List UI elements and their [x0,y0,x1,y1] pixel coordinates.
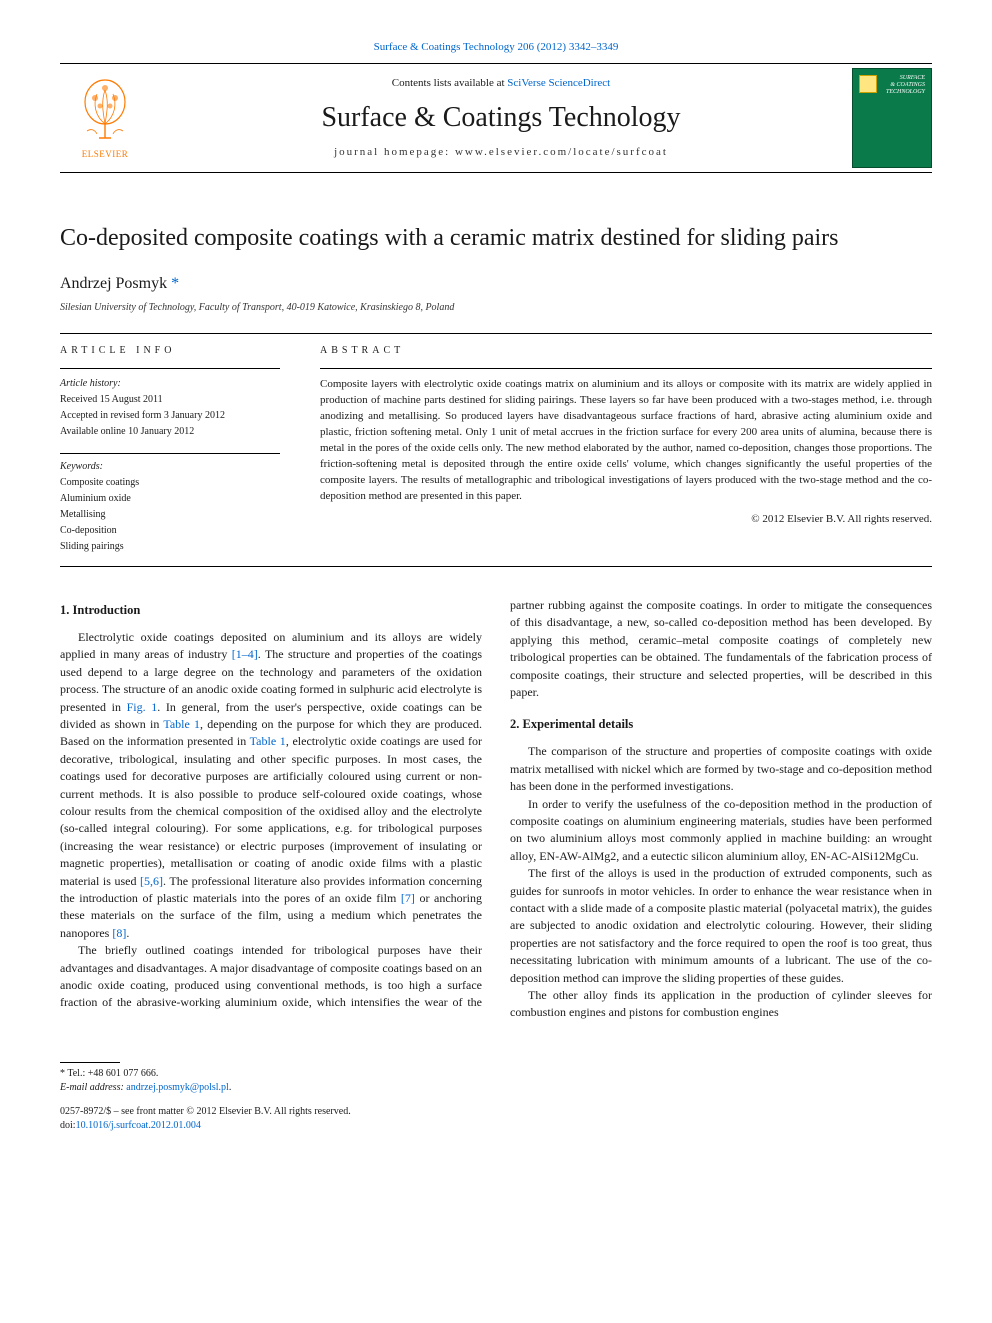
keyword: Sliding pairings [60,540,280,554]
page-root: Surface & Coatings Technology 206 (2012)… [0,0,992,1173]
figure-link[interactable]: Fig. 1 [127,700,158,714]
homepage-prefix: journal homepage: [334,146,455,158]
email-label: E-mail address: [60,1082,126,1093]
keyword: Metallising [60,508,280,522]
journal-cover-thumbnail: SURFACE & COATINGS TECHNOLOGY [852,68,932,168]
rule-bottom-meta [60,566,932,567]
corresponding-author-link[interactable]: * [171,275,179,292]
citation-link[interactable]: [1–4] [232,647,258,661]
article-info-column: ARTICLE INFO Article history: Received 1… [60,344,280,556]
abstract-column: ABSTRACT Composite layers with electroly… [320,344,932,556]
masthead: ELSEVIER Contents lists available at Sci… [60,63,932,173]
homepage-url: www.elsevier.com/locate/surfcoat [455,146,668,158]
abstract-text: Composite layers with electrolytic oxide… [320,377,932,505]
keywords-label: Keywords: [60,460,280,474]
keyword: Co-deposition [60,524,280,538]
homepage-line: journal homepage: www.elsevier.com/locat… [166,145,836,160]
email-footnote: E-mail address: andrzej.posmyk@polsl.pl. [60,1081,932,1095]
body-paragraph: The first of the alloys is used in the p… [510,865,932,987]
keyword: Aluminium oxide [60,492,280,506]
abstract-copyright: © 2012 Elsevier B.V. All rights reserved… [320,512,932,527]
author-line: Andrzej Posmyk * [60,273,932,295]
history-label: Article history: [60,377,280,391]
body-paragraph: Electrolytic oxide coatings deposited on… [60,629,482,942]
doi-link[interactable]: 10.1016/j.surfcoat.2012.01.004 [76,1120,201,1131]
journal-ref-link[interactable]: Surface & Coatings Technology 206 (2012)… [374,41,619,53]
contents-prefix: Contents lists available at [392,77,507,89]
contents-line: Contents lists available at SciVerse Sci… [166,76,836,91]
tel-label: Tel.: [65,1068,88,1079]
email-link[interactable]: andrzej.posmyk@polsl.pl [126,1082,229,1093]
table-link[interactable]: Table 1 [250,734,286,748]
section-1-heading: 1. Introduction [60,601,482,619]
front-matter-line: 0257-8972/$ – see front matter © 2012 El… [60,1105,932,1119]
rule-top [60,333,932,334]
tel-value: +48 601 077 666. [88,1068,159,1079]
citation-link[interactable]: [8] [112,926,126,940]
corresponding-author-footnote: * Tel.: +48 601 077 666. [60,1067,932,1081]
section-2-heading: 2. Experimental details [510,715,932,733]
history-online: Available online 10 January 2012 [60,425,280,439]
doi-line: doi:10.1016/j.surfcoat.2012.01.004 [60,1119,932,1133]
affiliation: Silesian University of Technology, Facul… [60,301,932,315]
cover-badge-icon [859,75,877,93]
cover-title: SURFACE & COATINGS TECHNOLOGY [886,75,925,95]
sciencedirect-link[interactable]: SciVerse ScienceDirect [507,77,610,89]
elsevier-tree-icon [75,76,135,146]
history-accepted: Accepted in revised form 3 January 2012 [60,409,280,423]
body-paragraph: The other alloy finds its application in… [510,987,932,1022]
journal-name: Surface & Coatings Technology [166,98,836,137]
body-paragraph: In order to verify the usefulness of the… [510,796,932,866]
publisher-name: ELSEVIER [82,148,129,161]
footer-block: * Tel.: +48 601 077 666. E-mail address:… [60,1062,932,1133]
publisher-logo: ELSEVIER [60,68,150,168]
table-link[interactable]: Table 1 [163,717,200,731]
body-paragraph: The comparison of the structure and prop… [510,743,932,795]
title-block: Co-deposited composite coatings with a c… [60,223,932,315]
abstract-heading: ABSTRACT [320,344,932,358]
citation-link[interactable]: [7] [401,891,415,905]
footer-divider [60,1062,120,1063]
body-columns: 1. Introduction Electrolytic oxide coati… [60,597,932,1022]
doi-prefix: doi: [60,1120,76,1131]
masthead-center: Contents lists available at SciVerse Sci… [166,76,836,160]
keyword: Composite coatings [60,476,280,490]
keywords-block: Keywords: Composite coatings Aluminium o… [60,453,280,554]
top-journal-ref: Surface & Coatings Technology 206 (2012)… [60,40,932,55]
history-received: Received 15 August 2011 [60,393,280,407]
meta-row: ARTICLE INFO Article history: Received 1… [60,344,932,556]
citation-link[interactable]: [5,6] [140,874,163,888]
article-title: Co-deposited composite coatings with a c… [60,223,932,254]
author-name: Andrzej Posmyk [60,275,171,292]
article-info-heading: ARTICLE INFO [60,344,280,358]
